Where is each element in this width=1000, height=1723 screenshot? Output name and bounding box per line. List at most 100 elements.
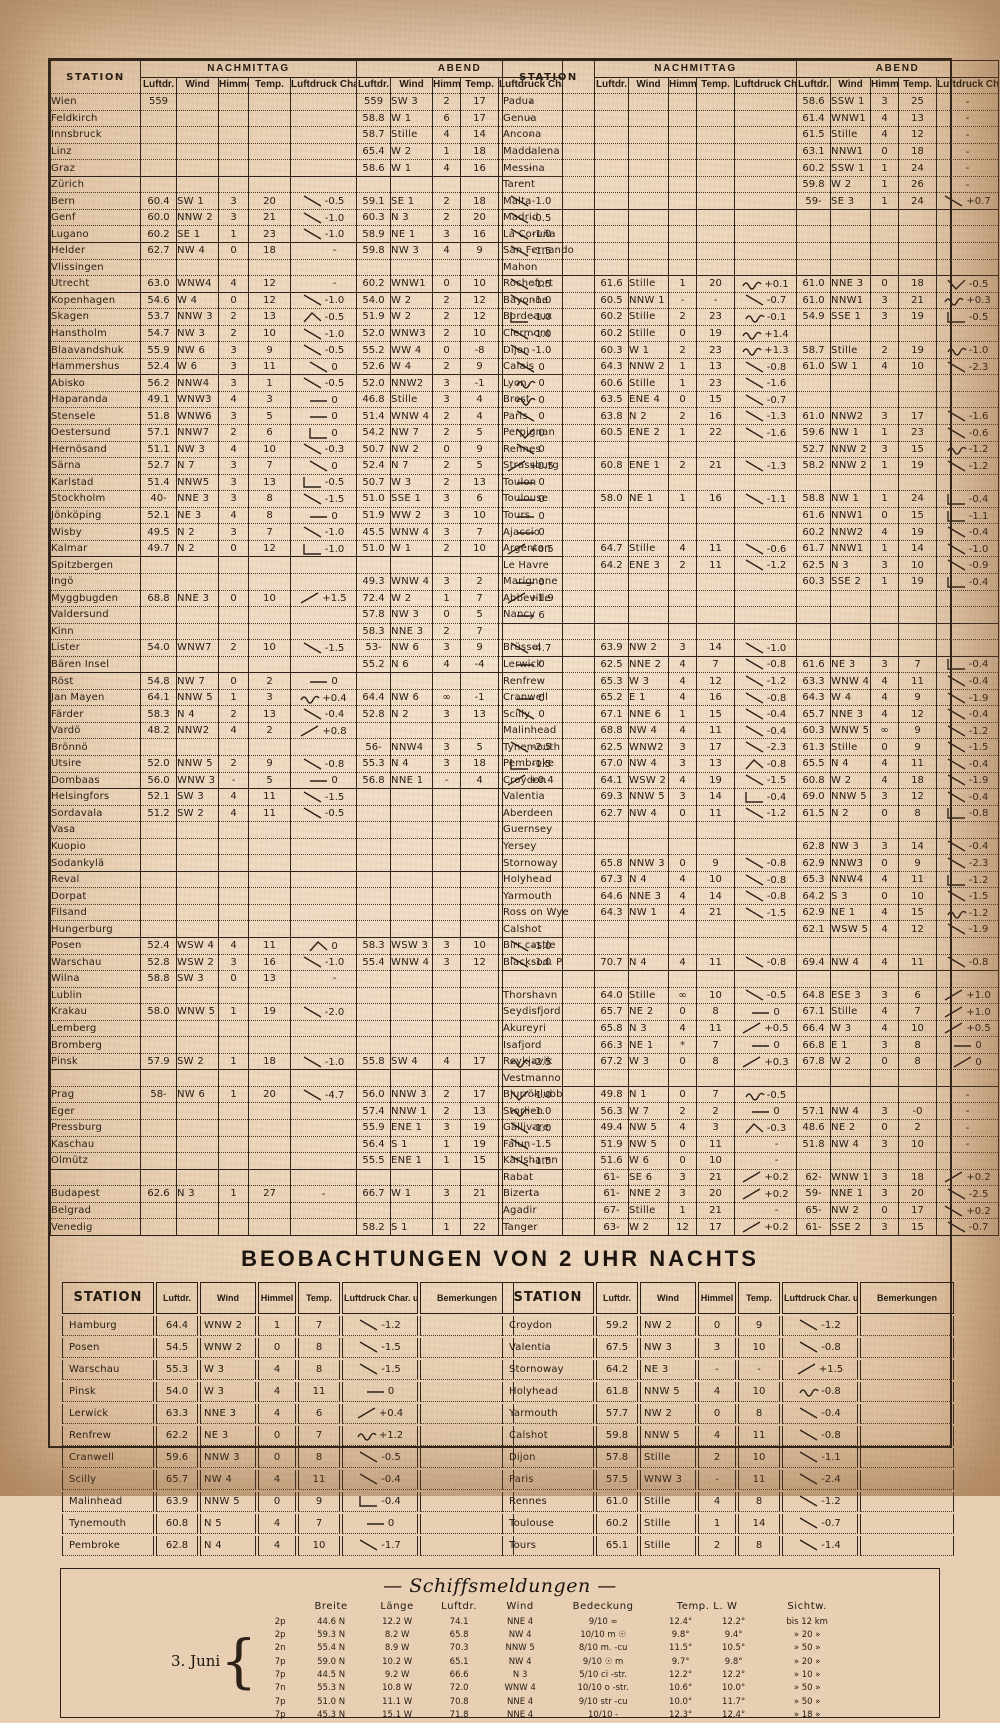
table-row[interactable]: Cranwell 59.6 NNW 3 0 8 -0.5 [62, 1447, 514, 1468]
table-row[interactable]: Feldkirch 58.8 W 1 6 17- [50, 110, 564, 128]
table-row[interactable]: Sodankylä [50, 854, 564, 872]
table-row[interactable]: Utrecht 63.0 WNW4 4 12-60.2 WNW1 0 10 -1.5 [50, 275, 564, 293]
table-row[interactable]: Bären Insel 55.2 N 6 4 -4 0 [50, 656, 564, 674]
table-row[interactable]: Rennes 52.7 NNW 2 3 15 -1.2 [502, 441, 1000, 459]
table-row[interactable]: Skagen 53.7 NNW 3 2 13 -0.5 51.9 W 2 2 12 -1.0 [50, 308, 564, 326]
table-row[interactable]: Toulon [502, 474, 1000, 492]
table-row[interactable]: Zürich [50, 176, 564, 194]
table-row[interactable]: Rabat 61- SE 6 3 21 +0.2 62- WNW 1 3 18 +0.2 [502, 1169, 1000, 1187]
table-row[interactable]: Dijon 60.3 W 1 2 23 +1.3 58.7 Stille 2 19 -1.0 [502, 341, 1000, 359]
table-row[interactable]: Nancy [502, 606, 1000, 624]
table-row[interactable]: Wilna 58.8 SW 3 0 13- [50, 970, 564, 988]
table-row[interactable]: Maddalena 63.1 NNW1 0 18- [502, 143, 1000, 161]
table-row[interactable] [50, 1069, 564, 1087]
table-row[interactable]: Yarmouth 64.6 NNE 3 4 14 -0.8 64.2 S 3 0 10 -1.5 [502, 887, 1000, 905]
table-row[interactable]: Abbeville [502, 590, 1000, 608]
table-row[interactable]: Dombaas 56.0 WNW 3-5 0 56.8 NNE 1-4 +0.4 [50, 772, 564, 790]
table-row[interactable]: Genua 61.4 WNW1 4 13- [502, 110, 1000, 128]
table-row[interactable]: Falun 51.9 NW 5 0 11-51.8 NW 4 3 10- [502, 1136, 1000, 1154]
table-row[interactable]: Lugano 60.2 SE 1 1 23 -1.0 58.9 NE 1 3 16 -1.0 [50, 225, 564, 244]
table-row[interactable]: Ancona 61.5 Stille 4 12- [502, 126, 1000, 144]
table-row[interactable]: Argentan 64.7 Stille 4 11 -0.6 61.7 NNW1 1 14 -1.0 [502, 540, 1000, 558]
table-row[interactable]: Graz 58.6 W 1 4 16- [50, 159, 564, 177]
table-row[interactable]: Holyhead 67.3 N 4 4 10 -0.8 65.3 NNW4 4 11 -1.2 [502, 871, 1000, 889]
table-row[interactable]: Lyon 60.6 Stille 1 23 -1.6 [502, 374, 1000, 392]
table-row[interactable]: Stornoway 65.8 NNW 3 0 9 -0.8 62.9 NNW3 0 9 -2.3 [502, 854, 1000, 872]
table-row[interactable]: Warschau 52.8 WSW 2 3 16 -1.0 55.4 WNW 4 3 12 -1.0 [50, 954, 564, 972]
table-row[interactable]: Akureyri 65.8 N 3 4 11 +0.5 66.4 W 3 4 10 +0.5 [502, 1020, 1000, 1038]
table-row[interactable]: Rochefort 61.6 Stille 1 20 +0.1 61.0 NNE 3 0 18 -0… [502, 275, 1000, 293]
table-row[interactable]: Clermont 60.2 Stille 0 19 +1.4 [502, 325, 1000, 343]
table-row[interactable]: Pembroke 62.8 N 4 4 10 -1.7 [62, 1535, 514, 1556]
table-row[interactable]: Haparanda 49.1 WNW3 4 3 0 46.8 Stille 3 4 0 [50, 391, 564, 409]
table-row[interactable]: Toulouse 58.0 NE 1 1 16 -1.1 58.8 NW 1 1 24 -0.4 [502, 490, 1000, 508]
table-row[interactable]: Kuopio [50, 838, 564, 856]
table-row[interactable]: Genf 60.0 NNW 2 3 21 -1.0 60.3 N 3 2 20 -0.5 [50, 209, 564, 227]
table-row[interactable]: Linz 65.4 W 2 1 18- [50, 143, 564, 161]
table-row[interactable]: Filsand [50, 904, 564, 922]
table-row[interactable]: Vasa [50, 821, 564, 839]
table-row[interactable]: Malinhead 63.9 NNW 5 0 9 -0.4 [62, 1491, 514, 1512]
table-row[interactable]: Dijon 57.8 Stille 2 10 -1.1 [502, 1447, 954, 1468]
table-row[interactable]: Agadir 67- Stille 1 21-65- NW 2 0 17 +0.2 [502, 1202, 1000, 1220]
table-row[interactable]: Holyhead 61.8 NNW 5 4 10 -0.8 [502, 1381, 954, 1402]
table-row[interactable]: Paris 57.5 WNW 3-11 -2.4 [502, 1469, 954, 1490]
table-row[interactable]: Brüssel 63.9 NW 2 3 14 -1.0 [502, 639, 1000, 657]
table-row[interactable]: Lublin [50, 987, 564, 1005]
table-row[interactable]: Vestmanno [502, 1069, 1000, 1087]
table-row[interactable]: Pinsk 57.9 SW 2 1 18 -1.0 55.8 SW 4 4 17 -2.5 [50, 1053, 564, 1071]
table-row[interactable]: Valentia 67.5 NW 3 3 10 -0.8 [502, 1337, 954, 1358]
table-row[interactable]: Budapest 62.6 N 3 1 27-66.7 W 1 3 21- [50, 1185, 564, 1203]
table-row[interactable] [502, 970, 1000, 988]
table-row[interactable]: Tarent 59.8 W 2 1 26- [502, 176, 1000, 194]
table-row[interactable]: Valentia 69.3 NNW 5 3 14 -0.4 69.0 NNW 5 3 12 -0.4 [502, 788, 1000, 806]
table-row[interactable]: Karlshamn 51.6 W 6 0 10- [502, 1152, 1000, 1170]
table-row[interactable]: Helsingfors 52.1 SW 3 4 11 -1.5 [50, 788, 564, 806]
table-row[interactable]: Krakau 58.0 WNW 5 1 19 -2.0 [50, 1003, 564, 1021]
table-row[interactable]: Mahon [502, 259, 1000, 277]
table-row[interactable]: Innsbruck 58.7 Stille 4 14- [50, 126, 564, 144]
table-row[interactable]: Bromberg [50, 1036, 564, 1054]
table-row[interactable]: Dorpat [50, 887, 564, 905]
table-row[interactable]: Scilly 67.1 NNE 6 1 15 -0.4 65.7 NNE 3 4 12 -0.4 [502, 705, 1000, 723]
table-row[interactable]: Färder 58.3 N 4 2 13 -0.4 52.8 N 2 3 13 0 [50, 705, 564, 723]
table-row[interactable]: Jönköping 52.1 NE 3 4 8 0 51.9 WW 2 3 10 0 [50, 507, 564, 525]
table-row[interactable]: Posen 52.4 WSW 4 4 11 0 58.3 WSW 3 3 10 -1.0 [50, 937, 564, 955]
table-row[interactable]: Särna 52.7 N 7 3 7 0 52.4 N 7 2 5 +0.5 [50, 457, 564, 475]
table-row[interactable]: Bayonne 60.5 NNW 1- - -0.7 61.0 NNW1 3 21 +0.3 [502, 292, 1000, 310]
table-row[interactable]: Lerwick 63.3 NNE 3 4 6 +0.4 [62, 1403, 514, 1424]
table-row[interactable]: Yarmouth 57.7 NW 2 0 8 -0.4 [502, 1403, 954, 1424]
table-row[interactable]: Eger 57.4 NNW 1 2 13 -1.0 [50, 1102, 564, 1120]
table-row[interactable]: Prag 58- NW 6 1 20 -4.7 56.0 NNW 3 2 17 -1.0 [50, 1086, 564, 1104]
table-row[interactable]: Spitzbergen [50, 556, 564, 574]
table-row[interactable]: Blaavandshuk 55.9 NW 6 3 9 -0.5 55.2 WW 4 0 -8 -1.… [50, 341, 564, 359]
table-row[interactable]: Le Havre 64.2 ENE 3 2 11 -1.2 62.5 N 3 3 10 -0.9 [502, 556, 1000, 574]
table-row[interactable]: Hungerburg [50, 920, 564, 938]
table-row[interactable]: Perpignan 60.5 ENE 2 1 22 -1.6 59.6 NW 1 1 23 -0.6 [502, 424, 1000, 442]
table-row[interactable]: Yersey 62.8 NW 3 3 14 -0.4 [502, 838, 1000, 856]
table-row[interactable]: Blacksod. P. 70.7 N 4 4 11 -0.8 69.4 NW 4 4 11 -0.… [502, 954, 1000, 972]
table-row[interactable] [502, 623, 1000, 641]
table-row[interactable]: Storlien 56.3 W 7 2 2 0 57.1 NW 4 3 -0- [502, 1102, 1000, 1120]
table-row[interactable]: Rennes 61.0 Stille 4 8 -1.2 [502, 1491, 954, 1512]
table-row[interactable]: Messina 60.2 SSW 1 1 24- [502, 159, 1000, 177]
table-row[interactable]: Scilly 65.7 NW 4 4 11 -0.4 [62, 1469, 514, 1490]
table-row[interactable] [50, 1169, 564, 1187]
table-row[interactable]: Marignane 60.3 SSE 2 1 19 -0.4 [502, 573, 1000, 591]
table-row[interactable]: Lemberg [50, 1020, 564, 1038]
table-row[interactable]: Malta 59- SE 3 1 24 +0.7 [502, 192, 1000, 210]
table-row[interactable]: Hanstholm 54.7 NW 3 2 10 -1.0 52.0 WNW3 2 10 -1.0 [50, 325, 564, 343]
table-row[interactable]: Reval [50, 871, 564, 889]
table-row[interactable]: Pressburg 55.9 ENE 1 3 19 -1.0 [50, 1119, 564, 1137]
